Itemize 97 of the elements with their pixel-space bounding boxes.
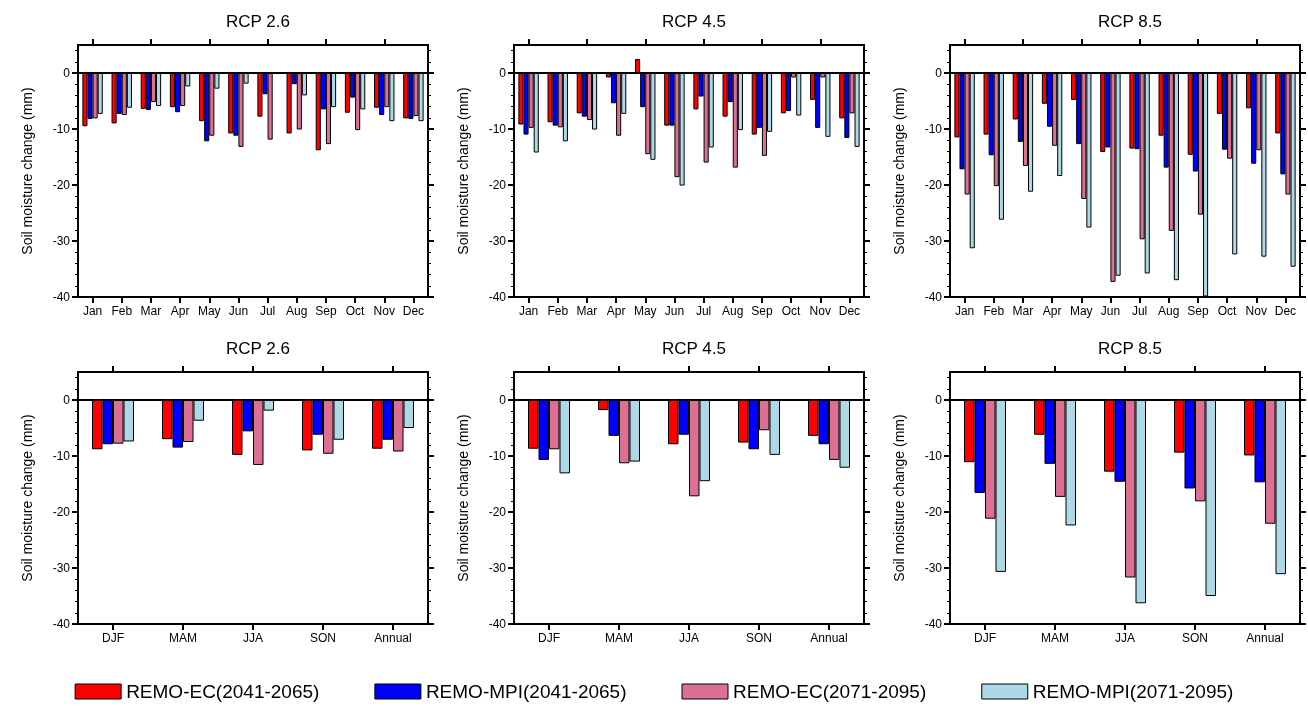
y-tick-label: -20 <box>52 178 71 192</box>
x-tick-label: May <box>197 304 221 318</box>
chart-title: RCP 8.5 <box>1098 12 1162 31</box>
x-tick-label: Oct <box>781 304 802 318</box>
legend-label: REMO-MPI(2071-2095) <box>1032 681 1234 702</box>
y-tick-label: 0 <box>499 66 507 80</box>
x-tick-label: Jun <box>1100 304 1121 318</box>
y-tick-label: -20 <box>924 505 943 519</box>
x-tick-label: SON <box>309 631 337 645</box>
chart-title: RCP 8.5 <box>1098 339 1162 358</box>
x-tick-label: Apr <box>606 304 626 318</box>
y-tick-label: 0 <box>935 66 943 80</box>
x-tick-label: Jul <box>1131 304 1148 318</box>
legend-label: REMO-MPI(2041-2065) <box>425 681 627 702</box>
x-tick-label: Nov <box>809 304 831 318</box>
x-tick-label: Aug <box>1158 304 1180 318</box>
y-tick-label: -10 <box>924 122 943 136</box>
y-tick-label: -40 <box>488 290 507 304</box>
x-tick-label: JJA <box>242 631 264 645</box>
x-tick-label: Jan <box>82 304 103 318</box>
y-tick-label: -30 <box>52 234 71 248</box>
y-axis-title: Soil moisture change (mm) <box>19 87 35 255</box>
x-tick-label: MAM <box>169 631 197 645</box>
x-tick-label: Aug <box>286 304 308 318</box>
y-tick-label: 0 <box>63 66 71 80</box>
y-axis-title: Soil moisture change (mm) <box>891 87 907 255</box>
legend-label: REMO-EC(2041-2065) <box>126 681 320 702</box>
y-tick-label: -40 <box>488 617 507 631</box>
y-tick-label: -30 <box>924 561 943 575</box>
y-tick-label: -10 <box>924 449 943 463</box>
x-tick-label: Mar <box>576 304 598 318</box>
chart-title: RCP 4.5 <box>662 339 726 358</box>
x-tick-label: SON <box>745 631 773 645</box>
legend-label: REMO-EC(2071-2095) <box>733 681 927 702</box>
y-tick-label: -30 <box>52 561 71 575</box>
y-axis-title: Soil moisture change (mm) <box>19 414 35 582</box>
x-tick-label: Mar <box>1012 304 1034 318</box>
x-tick-label: Jan <box>954 304 975 318</box>
y-tick-label: -20 <box>52 505 71 519</box>
x-tick-label: Feb <box>111 304 133 318</box>
y-tick-label: -20 <box>488 505 507 519</box>
x-tick-label: Annual <box>1246 631 1284 645</box>
x-tick-label: Oct <box>1217 304 1238 318</box>
y-axis-title: Soil moisture change (mm) <box>455 414 471 582</box>
y-tick-label: 0 <box>63 393 71 407</box>
y-tick-label: -30 <box>924 234 943 248</box>
x-tick-label: Dec <box>1274 304 1297 318</box>
x-tick-label: DJF <box>974 631 996 645</box>
x-tick-label: Jun <box>664 304 685 318</box>
x-tick-label: Jan <box>518 304 539 318</box>
chart-title: RCP 4.5 <box>662 12 726 31</box>
x-tick-label: Nov <box>1245 304 1267 318</box>
x-tick-label: Dec <box>402 304 425 318</box>
x-tick-label: Apr <box>170 304 190 318</box>
y-tick-label: -20 <box>488 178 507 192</box>
x-tick-label: Sep <box>751 304 773 318</box>
x-tick-label: May <box>1069 304 1093 318</box>
x-tick-label: Nov <box>373 304 395 318</box>
y-tick-label: -20 <box>924 178 943 192</box>
x-tick-label: Feb <box>983 304 1005 318</box>
x-tick-label: Feb <box>547 304 569 318</box>
x-tick-label: JJA <box>678 631 700 645</box>
x-tick-label: Annual <box>810 631 848 645</box>
x-tick-label: SON <box>1181 631 1209 645</box>
x-tick-label: Oct <box>345 304 366 318</box>
y-tick-label: -10 <box>52 449 71 463</box>
y-tick-label: -10 <box>488 122 507 136</box>
x-tick-label: Jul <box>259 304 276 318</box>
x-tick-label: MAM <box>1041 631 1069 645</box>
chart-title: RCP 2.6 <box>226 339 290 358</box>
y-tick-label: -30 <box>488 234 507 248</box>
x-tick-label: Sep <box>1187 304 1209 318</box>
x-tick-label: Jun <box>228 304 249 318</box>
x-tick-label: Mar <box>140 304 162 318</box>
x-tick-label: Dec <box>838 304 861 318</box>
chart-title: RCP 2.6 <box>226 12 290 31</box>
y-axis-title: Soil moisture change (mm) <box>891 414 907 582</box>
y-tick-label: -10 <box>488 449 507 463</box>
x-tick-label: Annual <box>374 631 412 645</box>
x-tick-label: DJF <box>538 631 560 645</box>
x-tick-label: Apr <box>1042 304 1062 318</box>
y-axis-title: Soil moisture change (mm) <box>455 87 471 255</box>
y-tick-label: 0 <box>499 393 507 407</box>
x-tick-label: May <box>633 304 657 318</box>
x-tick-label: JJA <box>1114 631 1136 645</box>
x-tick-label: Aug <box>722 304 744 318</box>
y-tick-label: -40 <box>52 290 71 304</box>
y-tick-label: -10 <box>52 122 71 136</box>
y-tick-label: 0 <box>935 393 943 407</box>
x-tick-label: Jul <box>695 304 712 318</box>
y-tick-label: -30 <box>488 561 507 575</box>
x-tick-label: MAM <box>605 631 633 645</box>
y-tick-label: -40 <box>52 617 71 631</box>
x-tick-label: DJF <box>102 631 124 645</box>
x-tick-label: Sep <box>315 304 337 318</box>
y-tick-label: -40 <box>924 290 943 304</box>
y-tick-label: -40 <box>924 617 943 631</box>
